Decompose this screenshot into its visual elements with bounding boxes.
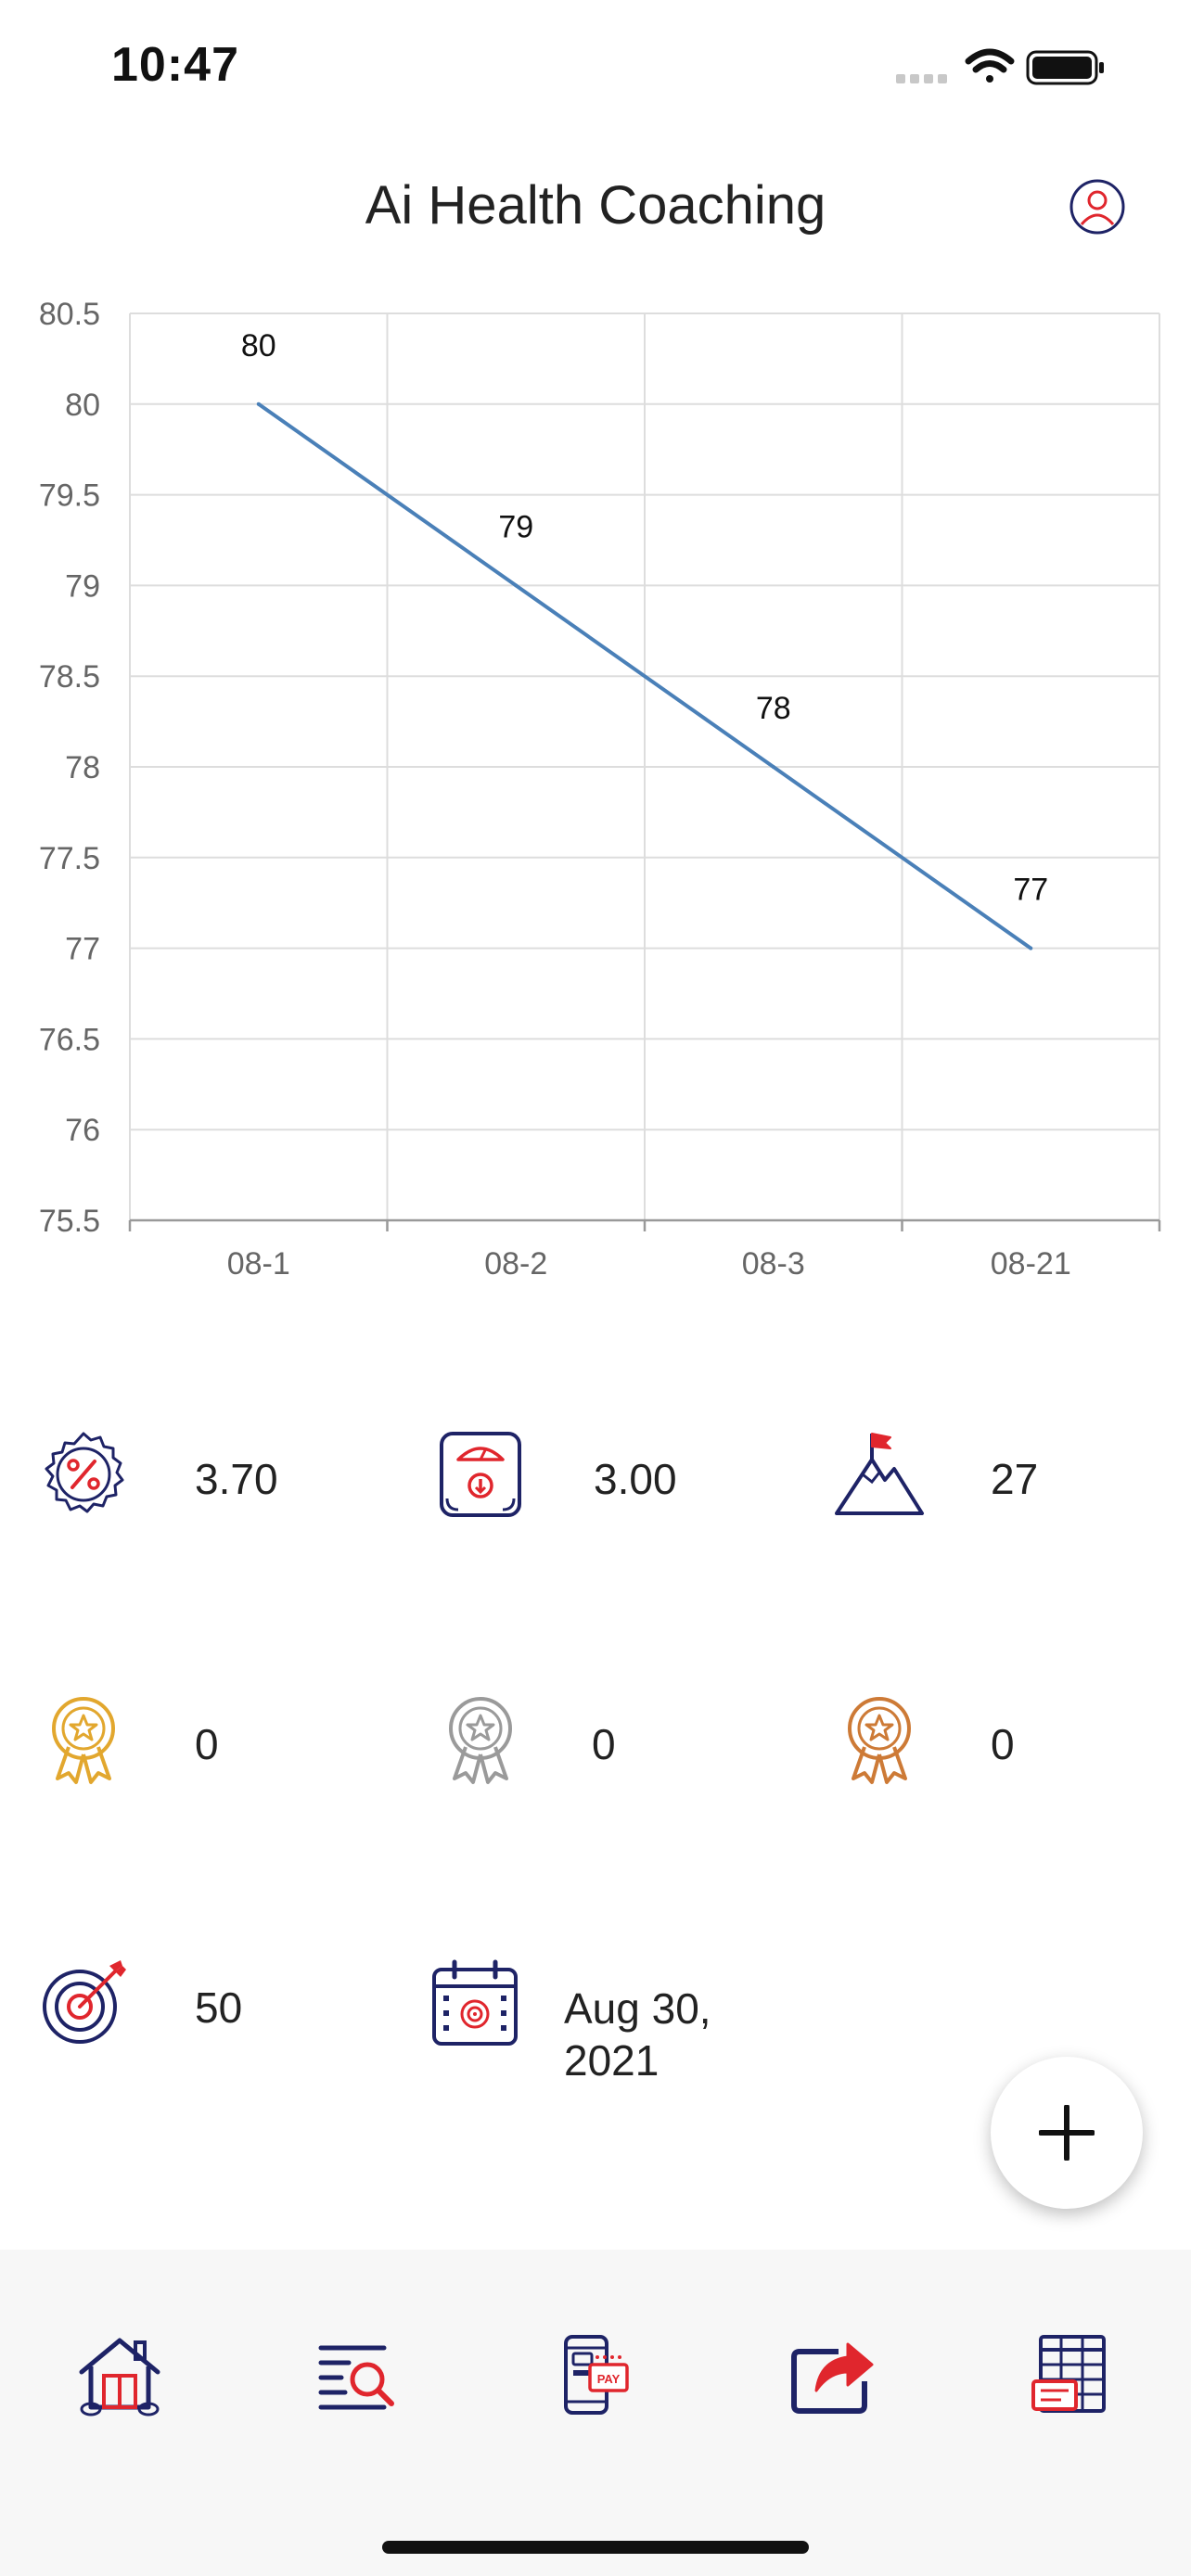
chart-x-tick-label: 08-3 xyxy=(742,1246,805,1282)
share-icon xyxy=(791,2342,874,2414)
chart-y-tick-label: 77 xyxy=(65,932,100,967)
chart-canvas: 80.5 80 79.5 79 78.5 78 77.5 77 76.5 76 75.5 08-1 08… xyxy=(39,297,1161,1282)
profile-button[interactable] xyxy=(1069,178,1126,236)
stat-value: 50 xyxy=(195,1983,243,2032)
wifi-icon xyxy=(965,48,1015,83)
chart-y-tick-label: 80.5 xyxy=(39,297,100,332)
plus-icon xyxy=(1039,2105,1095,2161)
nav-share[interactable] xyxy=(781,2324,883,2426)
user-profile-icon xyxy=(1069,179,1125,235)
chart-x-tick-label: 08-2 xyxy=(484,1246,547,1282)
nav-search[interactable] xyxy=(304,2324,406,2426)
percent-badge-icon xyxy=(45,1432,124,1513)
calendar-icon xyxy=(432,1959,518,2046)
stat-value: 0 xyxy=(195,1720,219,1768)
stat-value: 0 xyxy=(991,1720,1015,1768)
nav-spreadsheet[interactable] xyxy=(1020,2324,1122,2426)
chart-data-label: 79 xyxy=(498,509,533,544)
search-list-icon xyxy=(318,2345,394,2410)
stat-date: Aug 30, 2021 xyxy=(429,1929,800,2085)
chart-y-tick-label: 77.5 xyxy=(39,841,100,876)
chart-y-tick-label: 80 xyxy=(65,388,100,423)
chart-y-tick-label: 78 xyxy=(65,750,100,785)
nav-home[interactable] xyxy=(69,2324,171,2426)
battery-icon xyxy=(1026,50,1104,85)
chart-data-label: 77 xyxy=(1013,873,1048,908)
stat-value: 0 xyxy=(592,1720,616,1768)
home-icon xyxy=(79,2338,160,2417)
gold-medal-icon xyxy=(52,1697,115,1784)
chart-x-tick-label: 08-21 xyxy=(991,1246,1071,1282)
chart-data-label: 80 xyxy=(241,328,276,363)
app-header: Ai Health Coaching xyxy=(0,158,1191,260)
stat-bronze-medals: 0 xyxy=(833,1665,1148,1795)
stat-goal-remaining: 27 xyxy=(833,1400,1148,1530)
stat-value: 27 xyxy=(991,1455,1039,1503)
chart-point xyxy=(256,402,261,406)
chart-data-label: 78 xyxy=(756,691,791,726)
stat-silver-medals: 0 xyxy=(434,1665,768,1795)
weight-line-chart: 80.5 80 79.5 79 78.5 78 77.5 77 76.5 76 75.5 08-1 08… xyxy=(0,278,1191,1317)
bottom-navigation: PAY xyxy=(0,2250,1191,2576)
stat-weight-loss-percent: 3.70 xyxy=(37,1400,371,1530)
target-icon xyxy=(43,1960,126,2044)
status-bar: 10:47 xyxy=(0,0,1191,130)
chart-y-tick-label: 76.5 xyxy=(39,1022,100,1057)
stat-date-line1: Aug 30, xyxy=(564,1984,711,2033)
home-indicator xyxy=(382,2541,809,2554)
chart-y-tick-label: 75.5 xyxy=(39,1204,100,1239)
stat-value: 3.70 xyxy=(195,1455,278,1503)
status-time: 10:47 xyxy=(111,38,239,92)
svg-text:PAY: PAY xyxy=(597,2372,621,2386)
bronze-medal-icon xyxy=(848,1697,911,1784)
spreadsheet-icon xyxy=(1031,2335,1106,2413)
stat-target: 50 xyxy=(37,1929,371,2059)
chart-point xyxy=(514,583,519,588)
stat-value: 3.00 xyxy=(594,1455,677,1503)
stat-date-line2: 2021 xyxy=(564,2036,660,2085)
chart-point xyxy=(771,765,775,769)
silver-medal-icon xyxy=(449,1697,512,1784)
stat-weight-lost: 3.00 xyxy=(434,1400,768,1530)
weight-scale-icon xyxy=(440,1432,521,1517)
chart-x-tick-label: 08-1 xyxy=(227,1246,290,1282)
add-entry-button[interactable] xyxy=(991,2057,1143,2209)
chart-point xyxy=(1029,946,1033,950)
stat-gold-medals: 0 xyxy=(37,1665,371,1795)
chart-y-tick-label: 79 xyxy=(65,568,100,604)
chart-y-tick-label: 79.5 xyxy=(39,478,100,514)
page-title: Ai Health Coaching xyxy=(365,175,826,236)
stat-date-value: Aug 30, 2021 xyxy=(564,1983,711,2086)
mountain-flag-icon xyxy=(835,1433,924,1515)
chart-y-tick-label: 78.5 xyxy=(39,659,100,695)
status-icons xyxy=(892,45,1115,91)
nav-payment[interactable]: PAY xyxy=(544,2324,646,2426)
chart-y-tick-label: 76 xyxy=(65,1113,100,1148)
chart-series-line xyxy=(257,402,1032,950)
cellular-signal-icon xyxy=(896,74,947,83)
mobile-pay-icon: PAY xyxy=(564,2335,629,2415)
